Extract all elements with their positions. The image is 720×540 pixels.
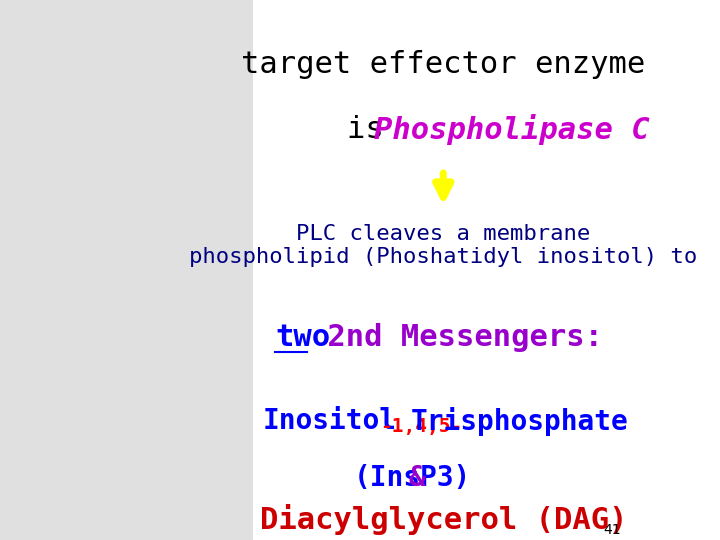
Text: Diacylglycerol (DAG): Diacylglycerol (DAG) <box>259 504 627 535</box>
Text: is: is <box>347 115 402 144</box>
Text: PLC cleaves a membrane
phospholipid (Phoshatidyl inositol) to: PLC cleaves a membrane phospholipid (Pho… <box>189 224 698 267</box>
Text: two: two <box>276 323 330 352</box>
Text: target effector enzyme: target effector enzyme <box>241 50 645 79</box>
Text: (InsP3): (InsP3) <box>354 464 471 492</box>
Text: 41: 41 <box>603 523 621 537</box>
FancyBboxPatch shape <box>0 0 253 540</box>
FancyArrowPatch shape <box>436 173 451 197</box>
Text: Trisphosphate: Trisphosphate <box>410 407 628 436</box>
Text: Inositol: Inositol <box>263 407 397 435</box>
Text: &: & <box>408 464 426 492</box>
Text: 2nd Messengers:: 2nd Messengers: <box>309 323 603 352</box>
Text: -1,4,5-: -1,4,5- <box>380 417 462 436</box>
Text: Phospholipase C: Phospholipase C <box>374 114 649 145</box>
